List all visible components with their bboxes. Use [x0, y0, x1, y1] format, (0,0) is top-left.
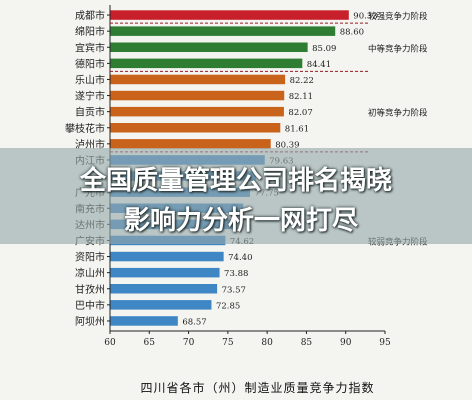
bar — [110, 300, 212, 310]
bar — [110, 316, 178, 326]
category-label: 泸州市 — [75, 138, 105, 151]
bar — [110, 139, 271, 149]
x-tick-label: 85 — [301, 338, 313, 348]
value-label: 82.11 — [289, 92, 313, 102]
tier-label: 较强竞争力阶段 — [368, 11, 428, 22]
x-axis-title: 四川省各市（州）制造业质量竞争力指数 — [140, 380, 374, 395]
bar — [110, 74, 286, 85]
category-label: 遂宁市 — [75, 90, 105, 103]
value-label: 68.57 — [182, 317, 206, 327]
x-tick-label: 80 — [261, 338, 273, 348]
bar — [110, 251, 224, 262]
bar — [110, 58, 303, 69]
category-label: 自贡市 — [75, 106, 105, 119]
tier-label: 中等竞争力阶段 — [368, 43, 428, 54]
category-label: 乐山市 — [75, 73, 105, 86]
value-label: 73.57 — [222, 285, 246, 295]
category-label: 资阳市 — [75, 251, 105, 264]
bar — [110, 42, 308, 52]
headline-line-2: 影响力分析一网打尽 — [123, 206, 358, 236]
category-label: 绵阳市 — [75, 25, 105, 38]
value-label: 80.39 — [275, 140, 299, 150]
value-label: 73.88 — [224, 269, 248, 279]
category-label: 巴中市 — [75, 299, 105, 312]
value-label: 82.07 — [288, 108, 312, 118]
value-label: 85.09 — [312, 44, 336, 54]
value-label: 88.60 — [340, 28, 364, 38]
bar — [110, 90, 285, 101]
category-label: 成都市 — [75, 9, 105, 22]
value-label: 74.40 — [228, 253, 252, 263]
x-tick-label: 60 — [104, 338, 116, 348]
category-label: 凉山州 — [75, 267, 105, 280]
category-label: 甘孜州 — [75, 283, 105, 296]
bar — [110, 26, 336, 36]
category-label: 宜宾市 — [75, 41, 105, 54]
value-label: 90.33 — [353, 12, 377, 22]
bar — [110, 284, 218, 294]
x-tick-label: 90 — [340, 338, 352, 348]
x-tick-label: 65 — [144, 338, 156, 348]
category-label: 阿坝州 — [75, 316, 105, 328]
bar — [110, 106, 284, 117]
value-label: 81.61 — [285, 124, 309, 134]
headline-line-1: 全国质量管理公司排名揭晓 — [79, 166, 392, 196]
x-tick-label: 95 — [379, 338, 391, 348]
value-label: 84.41 — [307, 60, 331, 70]
category-label: 攀枝花市 — [65, 122, 105, 135]
category-label: 德阳市 — [75, 57, 105, 70]
bar — [110, 267, 220, 278]
value-label: 82.22 — [290, 76, 314, 86]
x-tick-label: 75 — [222, 338, 234, 348]
bar — [110, 10, 349, 20]
title-banner — [0, 148, 472, 244]
x-tick-label: 70 — [183, 338, 195, 348]
value-label: 72.85 — [216, 301, 240, 311]
tier-label: 初等竞争力阶段 — [368, 108, 428, 119]
bar — [110, 123, 281, 133]
